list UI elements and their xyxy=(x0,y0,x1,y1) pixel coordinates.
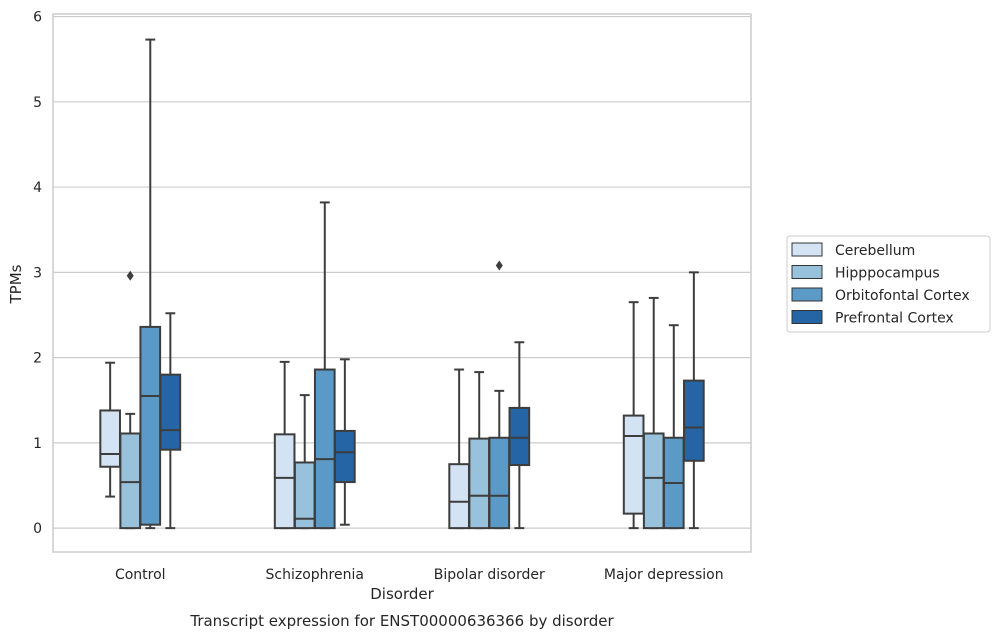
plot-area-frame xyxy=(52,13,752,553)
y-axis-title: TPMs xyxy=(7,264,25,304)
box-0-1 xyxy=(119,270,142,530)
x-tick-label: Control xyxy=(115,567,166,583)
y-axis-ticks: 0 1 2 3 4 5 6 xyxy=(33,10,42,538)
box-body xyxy=(139,325,162,526)
legend: Cerebellum Hipppocampus Orbitofontal Corte… xyxy=(786,235,991,333)
y-tick-label: 4 xyxy=(33,180,42,196)
legend-swatch xyxy=(791,310,823,324)
box-body xyxy=(683,379,705,462)
box-3-2 xyxy=(662,324,685,530)
box-series-layer xyxy=(99,38,705,530)
box-body xyxy=(622,414,645,515)
outlier-point xyxy=(126,270,134,281)
legend-label: Orbitofontal Cortex xyxy=(835,288,970,304)
box-3-1 xyxy=(642,296,665,530)
x-tick-label: Bipolar disorder xyxy=(434,567,545,583)
y-tick-label: 0 xyxy=(33,521,42,537)
box-body xyxy=(508,406,531,467)
legend-swatch xyxy=(791,287,823,302)
x-tick-label: Schizophrenia xyxy=(266,567,364,583)
box-2-3 xyxy=(508,341,531,530)
box-0-0 xyxy=(99,361,121,498)
y-tick-label: 3 xyxy=(33,265,42,281)
box-0-3 xyxy=(159,312,182,530)
box-3-0 xyxy=(622,301,645,530)
x-axis-ticks: Control Schizophrenia Bipolar disorder Majo… xyxy=(115,567,724,583)
box-body xyxy=(119,432,142,530)
x-tick-label: Major depression xyxy=(604,567,724,583)
box-body xyxy=(313,368,336,530)
box-1-3 xyxy=(334,358,356,526)
box-1-0 xyxy=(273,360,296,530)
y-tick-label: 2 xyxy=(33,351,42,367)
y-tick-label: 1 xyxy=(33,436,42,452)
box-body xyxy=(468,437,491,530)
outlier-point xyxy=(495,260,503,271)
x-axis-title: Disorder xyxy=(370,585,434,603)
legend-swatch xyxy=(791,265,823,279)
box-2-2 xyxy=(488,260,511,530)
box-body xyxy=(488,436,511,530)
box-body xyxy=(273,433,296,530)
y-tick-label: 5 xyxy=(33,95,42,111)
box-body xyxy=(99,409,121,468)
box-body xyxy=(642,432,665,530)
box-2-0 xyxy=(448,368,470,530)
box-body xyxy=(334,429,356,484)
box-3-3 xyxy=(683,271,705,530)
y-tick-label: 6 xyxy=(33,10,42,26)
box-body xyxy=(448,463,470,530)
legend-swatch xyxy=(791,242,823,257)
legend-label: Hipppocampus xyxy=(835,266,940,282)
box-2-1 xyxy=(468,371,491,530)
box-body xyxy=(159,373,182,451)
box-1-1 xyxy=(293,394,316,530)
legend-label: Prefrontal Cortex xyxy=(835,311,954,327)
legend-frame xyxy=(786,235,991,333)
box-0-2 xyxy=(139,38,162,530)
legend-items: Cerebellum Hipppocampus Orbitofontal Corte… xyxy=(791,242,970,327)
chart-caption: Transcript expression for ENST0000063636… xyxy=(189,612,614,630)
legend-label: Cerebellum xyxy=(835,243,915,259)
box-1-2 xyxy=(313,201,336,530)
